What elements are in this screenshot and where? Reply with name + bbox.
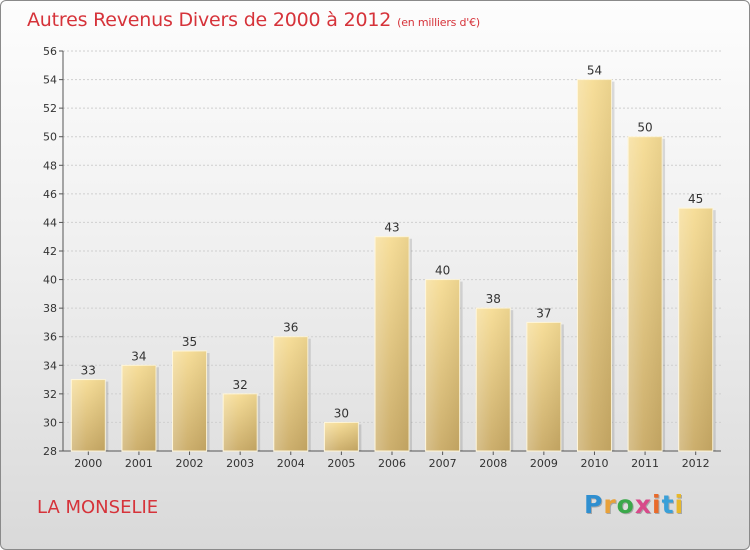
bars xyxy=(70,79,716,452)
x-tick-label: 2004 xyxy=(277,457,305,470)
data-label: 50 xyxy=(637,121,652,135)
y-tick-label: 42 xyxy=(43,245,57,258)
y-tick-label: 48 xyxy=(43,159,57,172)
data-label: 34 xyxy=(131,349,146,363)
y-tick-label: 46 xyxy=(43,188,57,201)
x-tick-label: 2003 xyxy=(226,457,254,470)
proxiti-logo: Proxiti xyxy=(584,490,684,519)
bar-highlight xyxy=(526,322,561,451)
logo-letter: t xyxy=(661,490,675,519)
data-label: 36 xyxy=(283,321,298,335)
chart-title-unit: (en milliers d'€) xyxy=(397,16,481,29)
data-label: 43 xyxy=(384,221,399,235)
data-label: 38 xyxy=(486,292,501,306)
bar-highlight xyxy=(476,308,511,451)
y-tick-label: 52 xyxy=(43,102,57,115)
x-tick-label: 2012 xyxy=(682,457,710,470)
bar-highlight xyxy=(121,365,156,451)
bar-highlight xyxy=(425,279,460,451)
data-label: 37 xyxy=(536,306,551,320)
y-tick-label: 50 xyxy=(43,131,57,144)
x-tick-label: 2011 xyxy=(631,457,659,470)
chart-title-main: Autres Revenus Divers de 2000 à 2012 xyxy=(27,9,392,31)
x-tick-label: 2008 xyxy=(479,457,507,470)
data-label: 32 xyxy=(233,378,248,392)
logo-letter: r xyxy=(603,490,617,519)
labels: 2000 33 2001 34 2002 35 2003 32 2004 36 2005 30 2006… xyxy=(74,64,709,470)
bar-highlight xyxy=(678,208,713,451)
data-label: 33 xyxy=(81,364,96,378)
y-tick-label: 34 xyxy=(43,359,57,372)
bar-highlight xyxy=(172,351,207,451)
data-label: 35 xyxy=(182,335,197,349)
data-label: 40 xyxy=(435,264,450,278)
bar-highlight xyxy=(375,236,409,451)
bar-highlight xyxy=(628,136,663,451)
y-tick-label: 40 xyxy=(43,274,57,287)
data-label: 45 xyxy=(688,192,703,206)
logo-letter: P xyxy=(584,490,604,519)
y-tick-label: 30 xyxy=(43,416,57,429)
y-tick-label: 56 xyxy=(43,45,57,58)
logo-letter: o xyxy=(616,490,635,519)
logo-letter: i xyxy=(674,490,685,519)
logo-letter: i xyxy=(652,490,662,519)
place-name: LA MONSELIE xyxy=(37,497,159,518)
y-tick-label: 54 xyxy=(43,74,57,87)
chart-title: Autres Revenus Divers de 2000 à 2012 (en … xyxy=(27,9,480,31)
bar-highlight xyxy=(577,79,612,452)
x-tick-label: 2010 xyxy=(580,457,608,470)
bar-highlight xyxy=(223,393,258,451)
bar-highlight xyxy=(273,336,308,451)
logo-letter: x xyxy=(634,490,652,519)
y-tick-label: 28 xyxy=(43,445,57,458)
x-tick-label: 2007 xyxy=(429,457,457,470)
x-tick-label: 2005 xyxy=(327,457,355,470)
x-tick-label: 2000 xyxy=(74,457,102,470)
data-label: 54 xyxy=(587,64,602,78)
bar-highlight xyxy=(324,422,359,451)
y-tick-label: 32 xyxy=(43,388,57,401)
bar-highlight xyxy=(71,379,106,451)
y-tick-label: 38 xyxy=(43,302,57,315)
x-tick-label: 2006 xyxy=(378,457,406,470)
data-label: 30 xyxy=(334,406,349,420)
x-tick-label: 2001 xyxy=(125,457,153,470)
x-tick-label: 2009 xyxy=(530,457,558,470)
y-tick-label: 44 xyxy=(43,216,57,229)
x-tick-label: 2002 xyxy=(176,457,204,470)
y-tick-label: 36 xyxy=(43,331,57,344)
